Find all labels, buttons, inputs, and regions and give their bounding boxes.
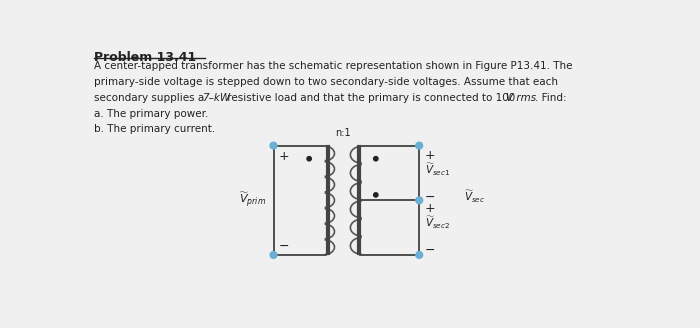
- Circle shape: [270, 142, 277, 149]
- Circle shape: [374, 193, 378, 197]
- Text: 7–kW: 7–kW: [202, 93, 230, 103]
- Text: +: +: [279, 150, 290, 163]
- Text: b. The primary current.: b. The primary current.: [94, 124, 215, 134]
- Text: +: +: [425, 149, 435, 162]
- Text: −: −: [425, 244, 435, 257]
- Circle shape: [416, 142, 423, 149]
- Circle shape: [374, 156, 378, 161]
- Text: $\widetilde{V}_{sec2}$: $\widetilde{V}_{sec2}$: [425, 214, 450, 231]
- Text: $\widetilde{V}_{sec}$: $\widetilde{V}_{sec}$: [464, 189, 486, 205]
- Circle shape: [416, 197, 423, 204]
- Text: . Find:: . Find:: [535, 93, 566, 103]
- Circle shape: [416, 252, 423, 258]
- Text: $\widetilde{V}_{prim}$: $\widetilde{V}_{prim}$: [239, 191, 266, 210]
- Text: Problem 13.41: Problem 13.41: [94, 51, 196, 64]
- Text: A center-tapped transformer has the schematic representation shown in Figure P13: A center-tapped transformer has the sche…: [94, 61, 572, 71]
- Circle shape: [307, 156, 312, 161]
- Text: n:1: n:1: [335, 128, 351, 138]
- Text: a. The primary power.: a. The primary power.: [94, 110, 208, 119]
- Text: −: −: [279, 239, 289, 253]
- Text: primary-side voltage is stepped down to two secondary-side voltages. Assume that: primary-side voltage is stepped down to …: [94, 77, 558, 87]
- Text: V rms: V rms: [506, 93, 536, 103]
- Text: secondary supplies a: secondary supplies a: [94, 93, 207, 103]
- Text: +: +: [425, 202, 435, 215]
- Text: resistive load and that the primary is connected to 100: resistive load and that the primary is c…: [224, 93, 519, 103]
- Circle shape: [270, 252, 277, 258]
- Text: −: −: [425, 191, 435, 204]
- Text: $\widetilde{V}_{sec1}$: $\widetilde{V}_{sec1}$: [425, 161, 450, 177]
